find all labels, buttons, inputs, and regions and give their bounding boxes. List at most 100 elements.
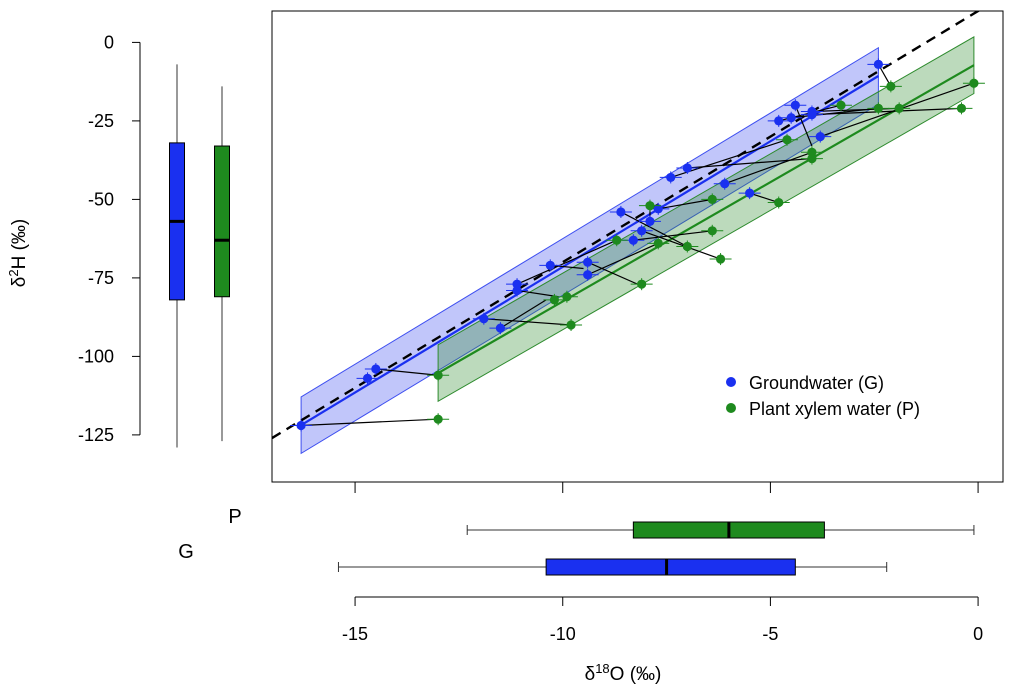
data-point (720, 179, 730, 189)
data-point (583, 257, 593, 267)
connection-line-6 (550, 264, 584, 270)
box (545, 558, 796, 576)
data-point (969, 78, 979, 88)
data-point (433, 414, 443, 424)
d2h-boxplot-panel (169, 64, 230, 448)
data-point (371, 364, 381, 374)
data-point (745, 188, 755, 198)
connection-line-3 (483, 318, 572, 326)
data-point (616, 207, 626, 217)
data-point (645, 216, 655, 226)
data-point (612, 235, 622, 245)
data-point (774, 197, 784, 208)
data-point (807, 110, 817, 120)
data-point (682, 163, 692, 173)
boxplot-d2h-g (169, 64, 185, 448)
boxplot-d18o-p (466, 521, 975, 539)
y-tick-label: -75 (88, 268, 114, 288)
data-point (790, 100, 800, 110)
x-tick-label: -10 (550, 624, 576, 644)
legend-marker-xylem (726, 403, 736, 413)
data-point (637, 279, 647, 289)
data-point (583, 270, 593, 280)
data-point (873, 59, 883, 69)
data-point (807, 153, 817, 164)
data-point (645, 201, 655, 211)
connection-line-8 (587, 242, 659, 276)
legend-label-xylem: Plant xylem water (P) (749, 399, 920, 419)
data-point (886, 81, 896, 91)
data-point (653, 238, 663, 248)
data-point (637, 226, 647, 236)
data-point (566, 320, 576, 330)
connection-line-13 (658, 198, 713, 210)
data-point (512, 279, 522, 289)
data-point (786, 113, 796, 123)
series-plant-xylem-water-p (427, 77, 985, 426)
main-plot (271, 10, 1004, 483)
connection-line-16 (724, 151, 813, 185)
boxplot-d2h-p (214, 86, 230, 442)
x-axis: -15 -10 -5 0 (342, 482, 983, 644)
connection-line-20 (811, 107, 900, 113)
connection-line-4 (516, 289, 559, 298)
data-point (653, 204, 663, 214)
data-point (715, 254, 726, 264)
x-axis-title-sup: 18 (595, 661, 609, 676)
x-axis-title: δ18O (‰) (585, 661, 662, 686)
data-point (479, 314, 489, 324)
fit-line-groundwater-g (300, 75, 879, 427)
data-point (782, 135, 792, 145)
connection-line-5 (516, 239, 617, 285)
x-tick-label: 0 (973, 624, 983, 644)
series-groundwater-g (290, 58, 890, 432)
x-tick-label: -15 (342, 624, 368, 644)
x-tick-label: -5 (762, 624, 778, 644)
plot-frame (271, 10, 1004, 483)
data-point (707, 194, 717, 204)
connection-line-7 (587, 261, 638, 285)
y-axis-title-tail: H (‰) (9, 219, 30, 270)
plot-content (272, 11, 985, 455)
data-point (495, 323, 506, 333)
y-axis-title-sup: 2 (6, 269, 21, 276)
legend: Groundwater (G) Plant xylem water (P) (726, 373, 920, 419)
boxplot-d18o-g (337, 558, 888, 576)
box (214, 145, 230, 298)
data-point (362, 373, 373, 383)
data-point (545, 260, 555, 270)
data-point (836, 100, 846, 110)
data-point (956, 103, 967, 113)
reference-line (272, 11, 981, 440)
x-axis-title-tail: O (‰) (610, 664, 662, 685)
data-point (774, 116, 784, 126)
y-axis-title-main: δ (9, 277, 30, 288)
connection-line-11 (641, 230, 721, 260)
data-point (666, 172, 676, 183)
connection-line-2 (500, 299, 547, 329)
data-point (873, 103, 883, 113)
y-tick-label: -100 (78, 346, 114, 366)
data-point (894, 103, 904, 113)
y-tick-label: -25 (88, 111, 114, 131)
connection-line-9 (633, 230, 713, 241)
d18o-boxplot-panel (337, 521, 975, 576)
connection-line-24 (794, 104, 813, 147)
data-point (433, 370, 443, 380)
y-tick-label: -50 (88, 189, 114, 209)
connection-line-10 (620, 211, 688, 248)
connection-line-0 (301, 418, 439, 427)
y-axis-title: δ2H (‰) (6, 219, 31, 287)
data-point (296, 420, 306, 431)
data-point (682, 241, 692, 252)
box-label-g: G (178, 541, 194, 563)
x-axis-title-main: δ (585, 664, 596, 685)
legend-marker-groundwater (726, 377, 736, 387)
y-axis: 0 -25 -50 -75 -100 -125 (78, 32, 141, 445)
y-tick-label: -125 (78, 425, 114, 445)
data-point (815, 132, 825, 142)
connection-line-21 (811, 107, 962, 116)
data-point (562, 292, 572, 302)
